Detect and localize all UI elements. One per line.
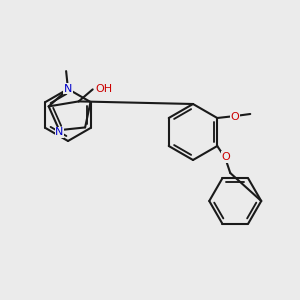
- Text: O: O: [231, 112, 240, 122]
- Text: N: N: [55, 127, 63, 137]
- Text: O: O: [222, 152, 231, 162]
- Text: N: N: [64, 83, 72, 94]
- Text: OH: OH: [96, 84, 113, 94]
